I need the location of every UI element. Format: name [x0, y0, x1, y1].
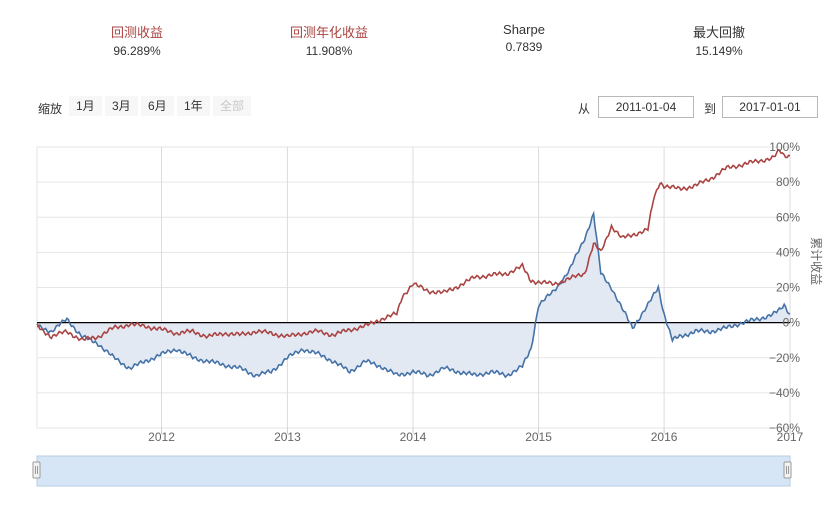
stat-label: 回测收益: [110, 25, 163, 40]
stat-value: 96.289%: [113, 44, 161, 58]
x-tick-label: 2017: [777, 430, 804, 444]
navigator-selection: [36, 455, 791, 487]
stat-value: 11.908%: [305, 44, 353, 58]
zoom-all-button[interactable]: 全部: [213, 96, 252, 116]
range-navigator: [32, 455, 792, 487]
to-label: 到: [704, 102, 717, 116]
y-axis-label: 累计收益: [809, 237, 823, 285]
zoom-1-month-button[interactable]: 1月: [69, 96, 102, 116]
y-tick-label: −40%: [769, 386, 800, 400]
from-label: 从: [578, 102, 591, 116]
range-toolbar: 缩放 1月 3月 6月 1年 全部 从 2011-01-04 到 2017-01…: [0, 96, 833, 120]
y-axis-tick-labels: 100% 80% 60% 40% 20% 0% −20% −40% −60%: [769, 140, 800, 435]
benchmark-series-line: [36, 210, 791, 379]
y-tick-label: 0%: [783, 316, 801, 330]
y-tick-label: 60%: [776, 210, 800, 224]
stat-sharpe: Sharpe 0.7839: [444, 22, 604, 54]
x-tick-label: 2016: [651, 430, 678, 444]
navigator-left-handle[interactable]: [32, 461, 41, 479]
stats-bar: 回测收益 96.289% 回测年化收益 11.908% Sharpe 0.783…: [0, 22, 833, 62]
y-tick-label: 100%: [769, 140, 800, 154]
y-tick-label: −20%: [769, 351, 800, 365]
chart-grid: [36, 146, 791, 434]
x-tick-label: 2014: [400, 430, 427, 444]
y-tick-label: 80%: [776, 175, 800, 189]
x-axis-tick-labels: 2012 2013 2014 2015 2016 2017: [148, 430, 803, 444]
x-tick-label: 2013: [274, 430, 301, 444]
zoom-1-year-button[interactable]: 1年: [177, 96, 210, 116]
stat-value: 15.149%: [695, 44, 743, 58]
zoom-label: 缩放: [38, 102, 63, 116]
stat-label: Sharpe: [503, 22, 545, 37]
benchmark-area: [37, 213, 790, 378]
from-date-input[interactable]: 2011-01-04: [598, 96, 694, 118]
stat-backtest-return: 回测收益 96.289%: [57, 22, 217, 58]
zoom-3-month-button[interactable]: 3月: [105, 96, 138, 116]
stat-label: 最大回撤: [692, 25, 745, 40]
strategy-series-line: [36, 148, 791, 342]
stat-annual-return: 回测年化收益 11.908%: [249, 22, 409, 58]
navigator-right-handle[interactable]: [783, 461, 792, 479]
stat-label: 回测年化收益: [289, 25, 368, 40]
y-tick-label: 40%: [776, 245, 800, 259]
stat-max-drawdown: 最大回撤 15.149%: [639, 22, 799, 58]
y-tick-label: 20%: [776, 281, 800, 295]
y-tick-label: −60%: [769, 421, 800, 435]
x-tick-label: 2012: [148, 430, 175, 444]
zoom-6-month-button[interactable]: 6月: [141, 96, 174, 116]
to-date-input[interactable]: 2017-01-01: [722, 96, 818, 118]
x-tick-label: 2015: [525, 430, 552, 444]
stat-value: 0.7839: [505, 40, 543, 54]
